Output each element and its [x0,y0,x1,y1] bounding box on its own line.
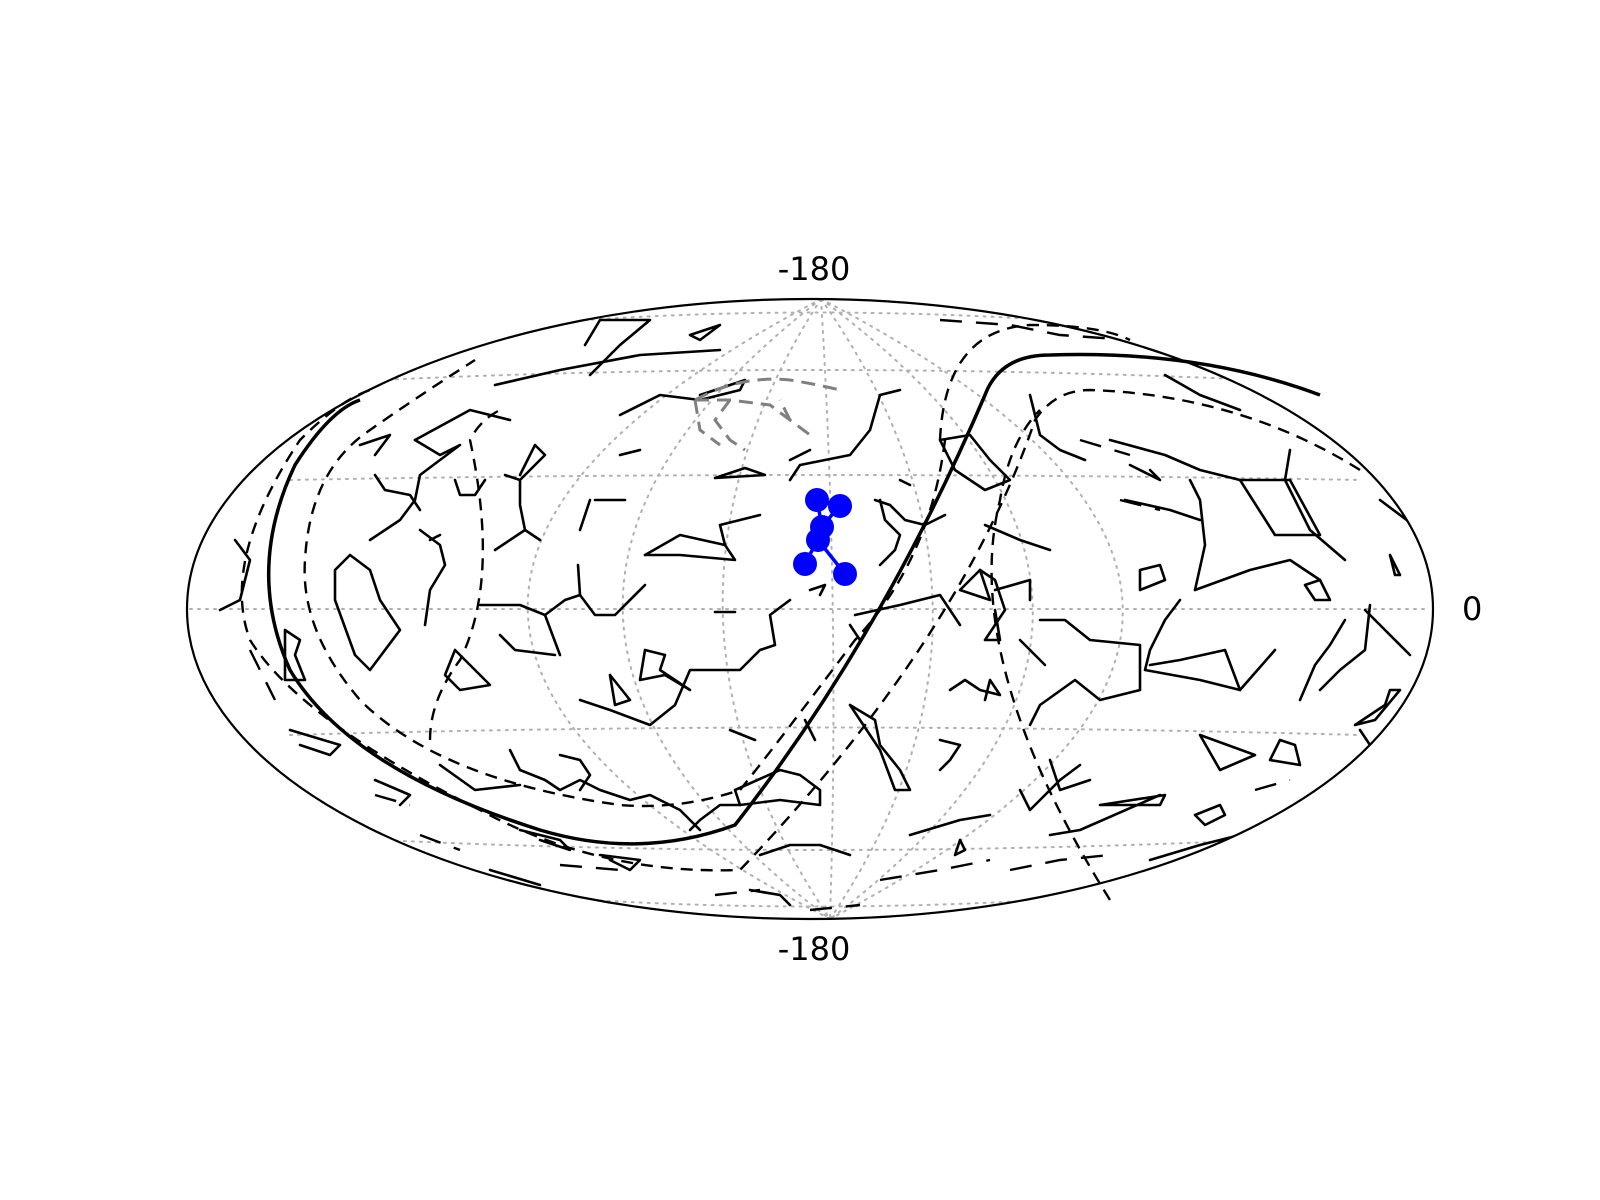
constellation-line [1270,740,1300,765]
constellation-line [1140,565,1165,590]
constellation-line [1390,555,1400,575]
constellation-line [850,705,910,790]
constellation-line [1190,480,1205,590]
constellation-line [735,770,820,805]
constellation-line [950,680,1000,700]
constellation-line [495,350,720,385]
dashed-segment [1120,500,1160,510]
highlight-star[interactable] [828,494,852,518]
constellation-line [520,445,545,480]
constellation-line [910,815,990,835]
constellation-line [500,635,555,655]
constellation-line [1110,440,1290,480]
constellation-line [640,650,690,690]
highlight-star[interactable] [793,552,817,576]
constellation-line [510,750,700,830]
dashed-curve [940,325,1130,440]
constellation-line [810,585,825,595]
constellation-line [580,500,590,530]
highlight-star[interactable] [805,488,829,512]
constellation-line [1285,450,1345,560]
constellation-lines [220,320,1420,905]
constellation-line [585,320,650,375]
constellation-line [1145,600,1240,690]
constellation-line [560,755,590,790]
highlight-star[interactable] [833,562,857,586]
constellation-line [610,675,630,705]
constellation-line [415,410,510,440]
constellation-line [730,730,755,740]
highlighted-constellation [793,488,857,586]
constellation-line [850,625,860,640]
constellation-line [335,555,400,670]
constellation-line [220,540,250,610]
gray-dashed-figure [695,379,840,450]
dashed-segment [1255,780,1290,790]
top-label: -180 [778,250,851,288]
constellation-line [420,530,445,625]
constellation-line [940,740,960,770]
constellation-line [525,530,540,540]
constellation-line [1380,500,1420,530]
constellation-line [955,840,965,855]
constellation-line [790,450,810,460]
dashed-segment [1010,855,1110,870]
graticule [190,299,1430,919]
constellation-line [620,450,640,455]
constellation-line [578,565,580,595]
bottom-label: -180 [778,930,851,968]
constellation-line [455,480,485,495]
constellation-line [1050,795,1160,835]
constellation-line [900,480,910,485]
constellation-line [580,600,790,725]
gray-dashed-path [715,400,745,450]
constellation-line [880,500,900,565]
constellation-line [445,650,490,690]
right-label: 0 [1462,590,1482,628]
constellation-line [285,630,305,680]
constellation-line [1195,805,1225,825]
constellation-line [1130,465,1160,480]
constellation-line [1020,640,1045,665]
constellation-line [1305,580,1330,600]
dashed-curve [242,390,1360,870]
constellation-line [645,515,760,555]
grid-parallel [520,895,1120,907]
constellation-line [1240,650,1275,690]
constellation-line [375,475,420,510]
gray-dashed-path [695,400,810,435]
constellation-line [1200,735,1255,770]
constellation-line [1030,620,1140,725]
constellation-line [360,435,390,455]
highlight-star[interactable] [806,528,830,552]
dashed-curve [992,410,1110,900]
constellation-line [1195,560,1320,590]
dashed-segment [880,860,990,880]
constellation-line [690,325,720,340]
constellation-line [1030,395,1085,460]
constellation-line [750,890,790,905]
constellation-line [495,475,525,550]
grid-parallel [290,475,1360,480]
constellation-line [440,765,520,790]
dashed-segment [940,320,1130,340]
constellation-line [1365,610,1410,655]
solid-curve [269,355,1320,844]
dashed-segment [715,890,760,895]
constellation-line [545,585,645,615]
constellation-line [375,780,410,805]
dashed-segment [560,865,620,870]
grid-parallel [380,370,1260,380]
constellation-line [940,435,1010,490]
